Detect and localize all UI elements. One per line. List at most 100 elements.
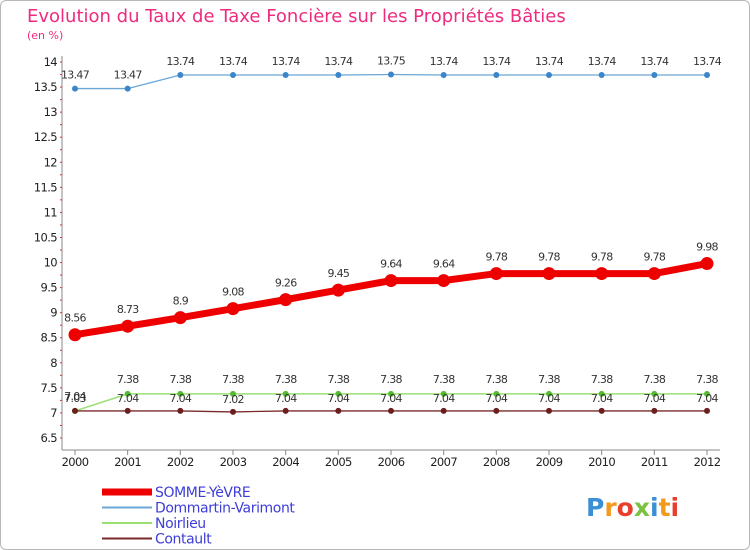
data-label: 13.74 — [219, 55, 248, 68]
data-point — [704, 407, 710, 414]
data-point — [651, 407, 658, 414]
logo-letter: t — [659, 493, 671, 522]
data-point — [282, 390, 289, 397]
data-label: 9.98 — [696, 241, 718, 254]
data-point — [437, 274, 451, 288]
data-label: 7.38 — [696, 373, 718, 386]
data-point — [542, 267, 556, 281]
legend-label: SOMME-YèVRE — [155, 485, 250, 501]
y-tick-label: 14 — [44, 55, 58, 69]
y-tick-label: 10.5 — [34, 230, 57, 244]
data-point — [595, 267, 609, 281]
data-point — [177, 390, 184, 397]
data-label: 7.02 — [222, 393, 244, 406]
data-point — [440, 407, 447, 414]
data-point — [68, 328, 82, 342]
data-label: 8.73 — [117, 303, 139, 316]
x-tick-label: 2009 — [536, 455, 563, 469]
data-label: 7.04 — [591, 392, 613, 405]
data-label: 7.38 — [433, 373, 455, 386]
x-tick-label: 2003 — [220, 455, 247, 469]
data-label: 9.45 — [327, 267, 349, 280]
x-tick-label: 2002 — [167, 455, 194, 469]
data-label: 13.74 — [430, 55, 459, 68]
logo-letter: r — [604, 493, 617, 522]
data-label: 7.04 — [117, 392, 139, 405]
logo-letter: x — [634, 493, 650, 522]
x-tick-label: 2006 — [378, 455, 405, 469]
data-point — [384, 274, 398, 288]
data-label: 8.56 — [64, 312, 86, 325]
data-point — [700, 257, 714, 271]
data-point — [493, 390, 500, 397]
data-label: 13.47 — [61, 69, 90, 82]
data-point — [335, 407, 342, 414]
data-label: 13.74 — [324, 55, 353, 68]
y-tick-label: 9 — [50, 306, 57, 320]
data-label: 13.74 — [482, 55, 511, 68]
data-point — [651, 390, 658, 397]
data-point — [335, 390, 342, 397]
x-tick-label: 2000 — [62, 455, 89, 469]
data-label: 9.78 — [643, 251, 665, 264]
data-label: 13.74 — [166, 55, 195, 68]
data-point — [124, 390, 131, 397]
series-layer — [68, 71, 714, 415]
y-tick-label: 13.5 — [34, 80, 57, 94]
data-point — [230, 408, 236, 415]
y-tick-label: 6.5 — [41, 431, 58, 445]
data-label: 7.38 — [222, 373, 244, 386]
x-tick-label: 2008 — [483, 455, 510, 469]
data-label: 7.38 — [327, 373, 349, 386]
logo-letter: P — [586, 493, 604, 522]
logo-letter: i — [671, 493, 680, 522]
data-point — [704, 390, 710, 397]
data-label: 7.38 — [275, 373, 297, 386]
data-label: 13.47 — [114, 69, 143, 82]
series-2 — [72, 390, 710, 414]
data-label: 7.38 — [591, 373, 613, 386]
data-label: 7.04 — [643, 392, 665, 405]
y-tick-label: 10 — [44, 256, 58, 270]
data-label: 7.04 — [485, 392, 507, 405]
chart-subtitle: (en %) — [27, 29, 63, 42]
legend-label: Contault — [155, 532, 212, 548]
data-point — [124, 85, 131, 92]
data-label: 8.9 — [173, 295, 189, 308]
data-point — [598, 390, 605, 397]
data-label: 7.04 — [64, 390, 86, 403]
data-label: 7.04 — [327, 392, 349, 405]
data-point — [651, 72, 658, 79]
x-tick-label: 2007 — [430, 455, 457, 469]
data-point — [388, 390, 394, 397]
data-point — [279, 293, 293, 307]
data-point — [230, 390, 236, 397]
y-tick-label: 13 — [44, 105, 58, 119]
data-label: 9.78 — [591, 251, 613, 264]
data-point — [493, 72, 500, 79]
axes: 6.5 7 7.5 8 8.5 9 9.5 10 10.5 11 11.5 12 12.5 13 13.5 1… — [34, 55, 722, 469]
data-point — [177, 407, 184, 414]
data-label: 9.64 — [380, 258, 402, 271]
data-labels: 8.56 8.73 8.9 9.08 9.26 9.45 9.64 9.64 9.78 9.78 9… — [61, 55, 722, 406]
data-point — [177, 72, 184, 79]
data-label: 9.08 — [222, 286, 244, 299]
logo-letter: i — [650, 493, 659, 522]
data-label: 13.74 — [693, 55, 722, 68]
data-point — [546, 72, 552, 79]
data-point — [335, 72, 342, 79]
data-point — [546, 390, 552, 397]
data-label: 7.38 — [538, 373, 560, 386]
x-tick-label: 2012 — [694, 455, 721, 469]
series-1 — [72, 71, 710, 92]
legend: SOMME-YèVREDommartin-VarimontNoirlieuCon… — [102, 485, 296, 548]
data-label: 13.75 — [377, 55, 406, 68]
data-point — [72, 85, 78, 92]
data-label: 7.04 — [380, 392, 402, 405]
data-point — [493, 407, 500, 414]
data-label: 7.04 — [275, 392, 297, 405]
data-label: 13.74 — [640, 55, 669, 68]
y-tick-label: 12.5 — [34, 130, 57, 144]
data-point — [440, 390, 447, 397]
